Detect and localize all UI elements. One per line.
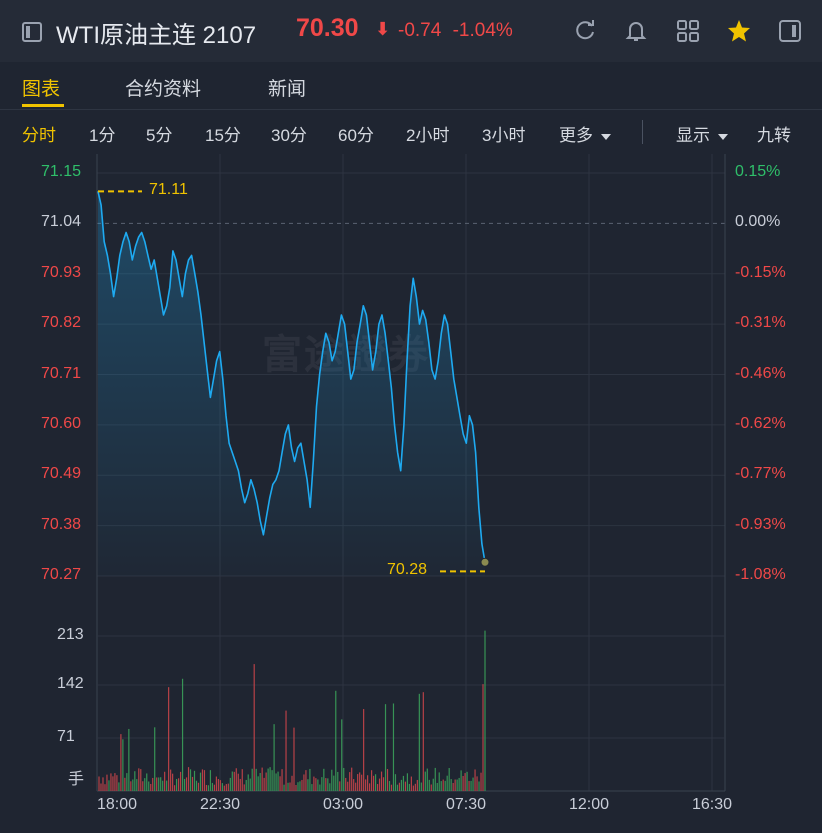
display-dropdown[interactable]: 显示: [676, 121, 728, 146]
volume-axis-label: 71: [57, 728, 75, 745]
volume-unit-label: 手: [68, 771, 85, 788]
period-30min[interactable]: 30分: [271, 126, 307, 145]
period-timeshare[interactable]: 分时: [22, 126, 56, 145]
percent-axis-label: 0.00%: [735, 213, 781, 231]
panel-left-icon[interactable]: [22, 22, 42, 42]
current-price: 70.30: [296, 14, 359, 42]
period-5min[interactable]: 5分: [146, 126, 173, 145]
time-axis-label: 18:00: [97, 796, 138, 813]
time-axis-label: 07:30: [446, 796, 487, 813]
volume-axis-label: 213: [57, 626, 84, 643]
period-1min[interactable]: 1分: [89, 126, 116, 145]
grid-icon[interactable]: [675, 18, 701, 44]
chevron-down-icon: [601, 133, 611, 140]
bell-icon[interactable]: [623, 18, 649, 44]
price-axis-label: 70.38: [41, 515, 82, 533]
percent-axis-label: 0.15%: [735, 163, 781, 180]
percent-axis-label: -0.93%: [735, 515, 786, 533]
price-axis-label: 71.04: [41, 213, 82, 231]
panel-right-icon[interactable]: [777, 18, 803, 44]
price-volume-chart[interactable]: [0, 154, 822, 833]
period-3h[interactable]: 3小时: [482, 126, 526, 145]
price-change: -0.74 -1.04%: [398, 20, 513, 42]
percent-axis-label: -0.31%: [735, 314, 786, 332]
down-arrow-icon: ⬇: [375, 19, 391, 39]
percent-axis-label: -0.15%: [735, 263, 786, 281]
chevron-down-icon: [718, 133, 728, 140]
tab-news[interactable]: 新闻: [268, 79, 307, 100]
refresh-icon[interactable]: [572, 18, 598, 44]
time-axis-label: 22:30: [200, 796, 241, 813]
price-area-fill: [98, 191, 485, 577]
price-axis-label: 70.82: [41, 314, 82, 332]
last-price-dot: [480, 557, 490, 567]
nine-turn-button[interactable]: 九转: [757, 126, 791, 145]
price-axis-label: 70.93: [41, 263, 82, 281]
percent-axis-label: -1.08%: [735, 566, 786, 583]
more-label: 更多: [559, 126, 593, 145]
period-2h[interactable]: 2小时: [406, 126, 450, 145]
percent-axis-label: -0.77%: [735, 465, 786, 483]
price-axis-label: 71.15: [41, 163, 82, 180]
volume-axis-label: 142: [57, 675, 84, 692]
divider: [642, 120, 643, 144]
period-15min[interactable]: 15分: [205, 126, 241, 145]
time-axis-label: 03:00: [323, 796, 364, 813]
high-price-label: 71.11: [149, 181, 188, 199]
change-percent: -1.04%: [452, 20, 513, 41]
change-value: -0.74: [398, 20, 442, 41]
main-tabs: 图表 合约资料 新闻: [0, 62, 822, 110]
display-label: 显示: [676, 126, 710, 145]
percent-axis-label: -0.62%: [735, 414, 786, 432]
period-60min[interactable]: 60分: [338, 126, 374, 145]
low-price-label: 70.28: [387, 561, 428, 579]
period-more-dropdown[interactable]: 更多: [559, 121, 611, 146]
price-axis-label: 70.71: [41, 364, 82, 382]
top-bar: WTI原油主连 2107 70.30 ⬇ -0.74 -1.04%: [0, 0, 822, 62]
active-tab-underline: [22, 104, 64, 107]
price-line: [97, 191, 486, 563]
tab-contract-info[interactable]: 合约资料: [125, 79, 202, 100]
tab-chart[interactable]: 图表: [22, 79, 61, 100]
time-axis-label: 16:30: [692, 796, 733, 813]
chart-area[interactable]: 富途證券 71.1571.0470.9370.8270.7170.6070.49…: [0, 154, 822, 833]
price-axis-label: 70.49: [41, 465, 82, 483]
star-icon[interactable]: [726, 18, 752, 44]
period-selector: 分时 1分 5分 15分 30分 60分 2小时 3小时 更多 显示 九转: [0, 110, 822, 154]
time-axis-label: 12:00: [569, 796, 610, 813]
price-axis-label: 70.27: [41, 566, 82, 583]
instrument-title: WTI原油主连 2107: [56, 22, 257, 49]
price-axis-label: 70.60: [41, 414, 82, 432]
percent-axis-label: -0.46%: [735, 364, 786, 382]
